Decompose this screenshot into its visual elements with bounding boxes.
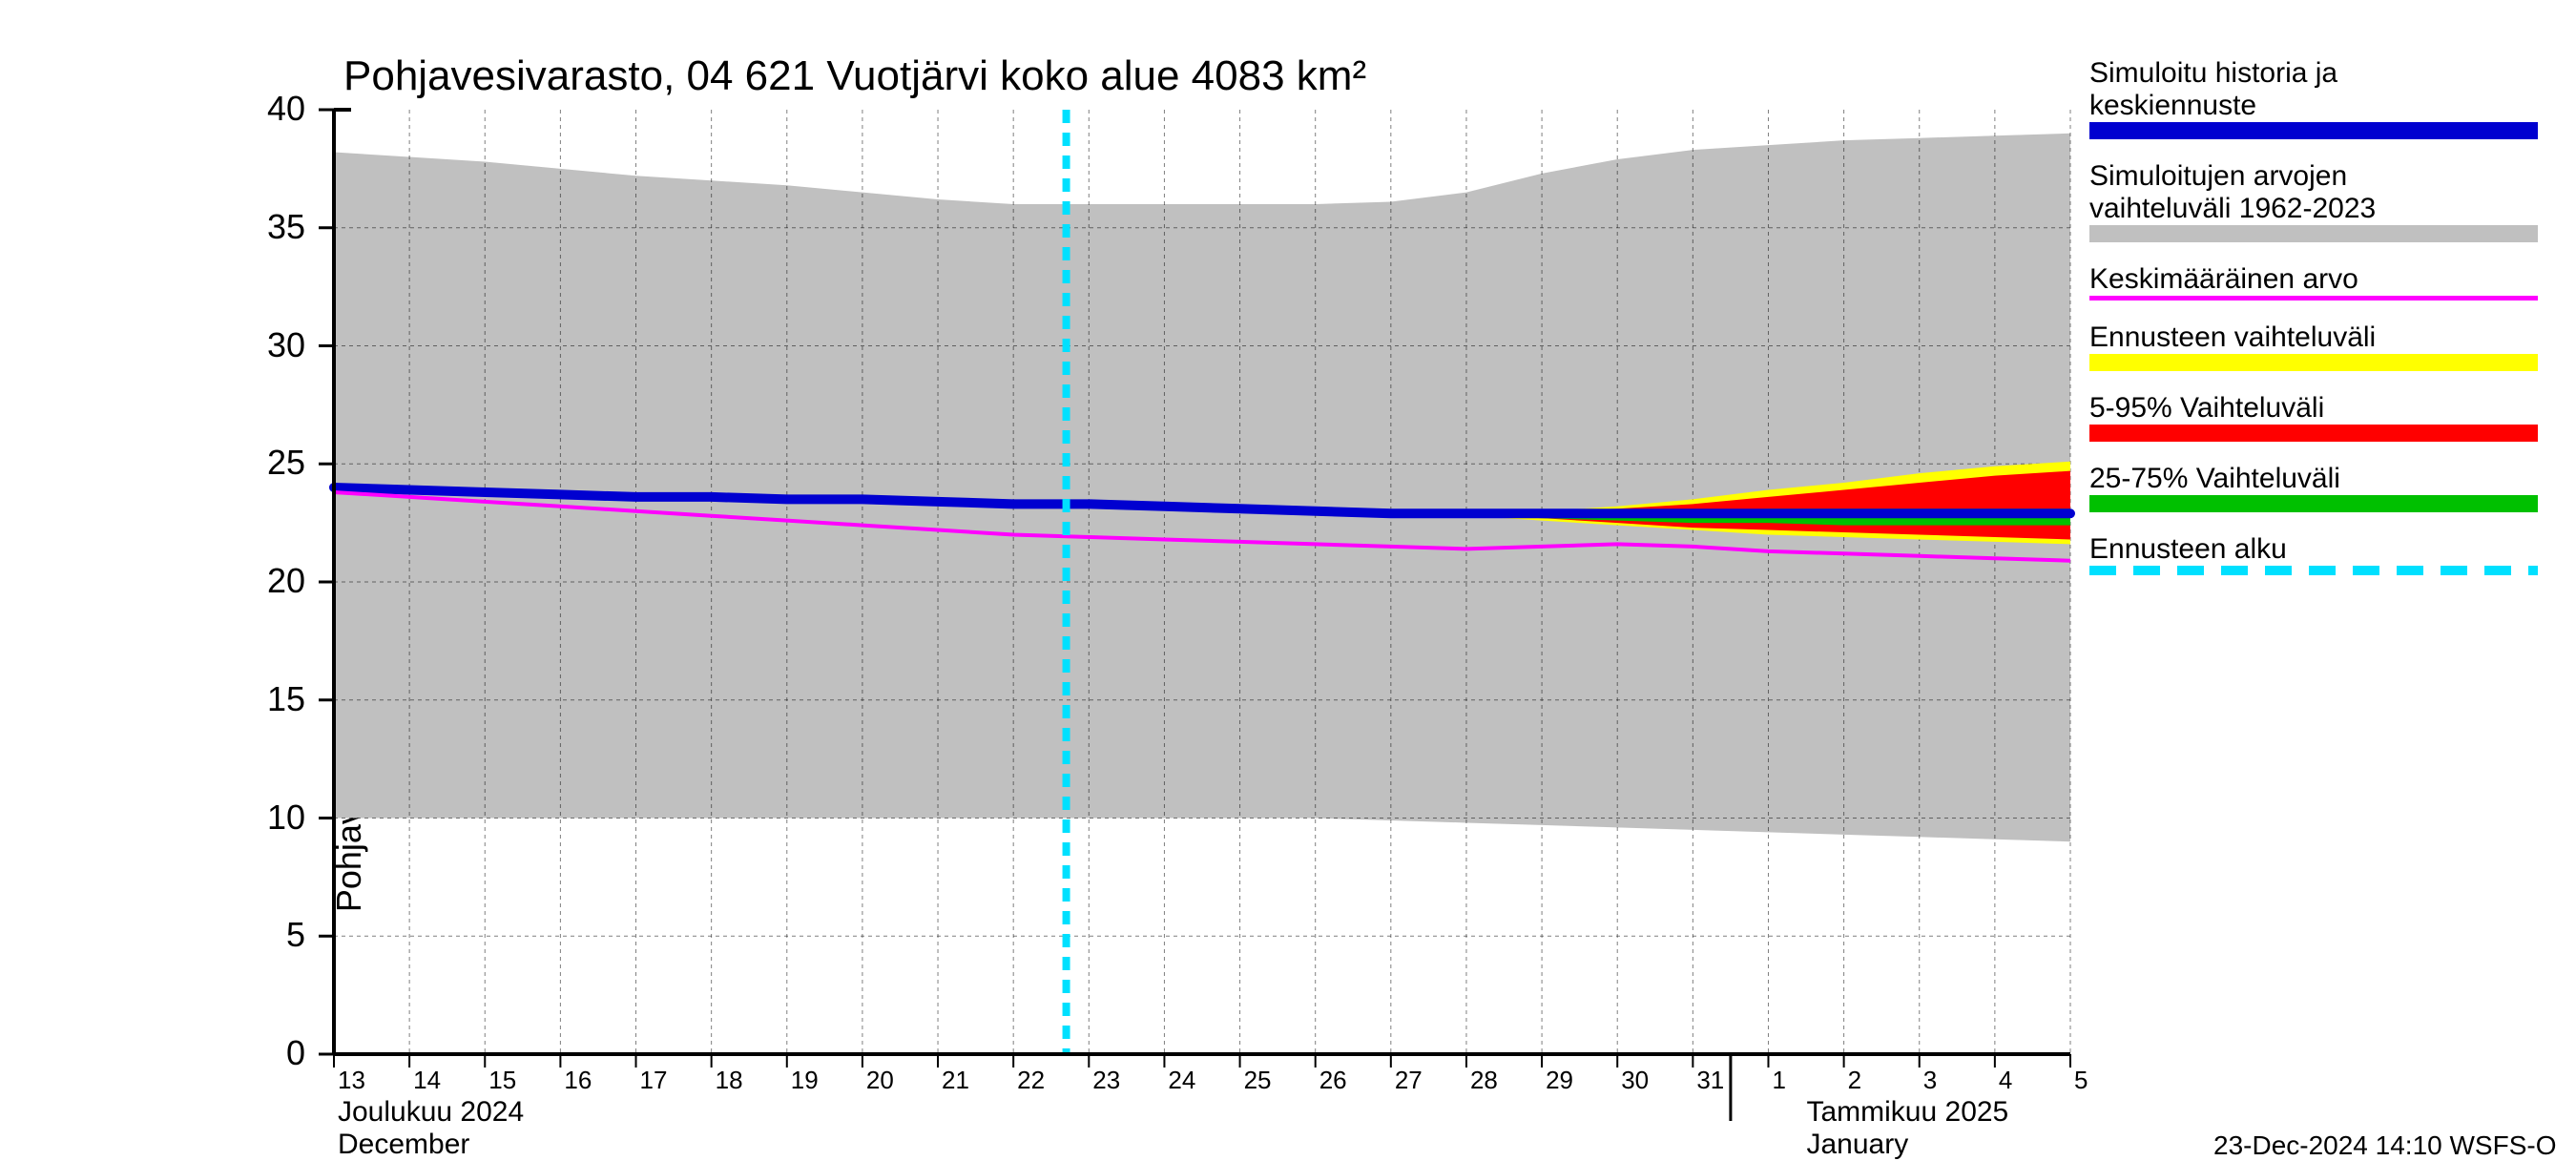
x-tick: 5	[2074, 1066, 2088, 1095]
y-tick: 40	[239, 89, 305, 129]
x-tick: 30	[1621, 1066, 1649, 1095]
legend-swatch	[2089, 566, 2538, 575]
legend-label: 25-75% Vaihteluväli	[2089, 463, 2340, 494]
legend-label: vaihteluväli 1962-2023	[2089, 193, 2376, 224]
legend-label: Simuloitu historia ja	[2089, 57, 2337, 89]
month-label: December	[338, 1129, 469, 1161]
y-tick: 30	[239, 325, 305, 365]
x-tick: 31	[1696, 1066, 1724, 1095]
x-tick: 20	[866, 1066, 894, 1095]
x-tick: 23	[1092, 1066, 1120, 1095]
legend-label: Ennusteen vaihteluväli	[2089, 321, 2376, 353]
month-label: Tammikuu 2025	[1806, 1096, 2008, 1129]
footer-text: 23-Dec-2024 14:10 WSFS-O	[2213, 1130, 2557, 1161]
x-tick: 25	[1244, 1066, 1272, 1095]
y-tick: 15	[239, 679, 305, 719]
x-tick: 17	[640, 1066, 668, 1095]
x-tick: 13	[338, 1066, 365, 1095]
x-tick: 28	[1470, 1066, 1498, 1095]
x-tick: 22	[1017, 1066, 1045, 1095]
legend-label: Keskimääräinen arvo	[2089, 263, 2358, 295]
legend-swatch	[2089, 225, 2538, 242]
x-tick: 29	[1546, 1066, 1573, 1095]
y-tick: 35	[239, 207, 305, 247]
month-label: Joulukuu 2024	[338, 1096, 524, 1129]
y-tick: 20	[239, 561, 305, 601]
x-tick: 18	[716, 1066, 743, 1095]
x-tick: 26	[1319, 1066, 1347, 1095]
x-tick: 19	[791, 1066, 819, 1095]
x-tick: 16	[564, 1066, 592, 1095]
y-tick: 5	[239, 915, 305, 955]
y-tick: 25	[239, 443, 305, 483]
legend-swatch	[2089, 354, 2538, 371]
legend-label: 5-95% Vaihteluväli	[2089, 392, 2324, 424]
x-tick: 4	[1999, 1066, 2012, 1095]
x-tick: 1	[1772, 1066, 1785, 1095]
legend-swatch	[2089, 495, 2538, 512]
legend-label: Ennusteen alku	[2089, 533, 2287, 565]
x-tick: 21	[942, 1066, 969, 1095]
legend-swatch	[2089, 296, 2538, 301]
x-tick: 15	[488, 1066, 516, 1095]
month-label: January	[1806, 1129, 1908, 1161]
legend-swatch	[2089, 122, 2538, 139]
legend-swatch	[2089, 425, 2538, 442]
x-tick: 3	[1923, 1066, 1937, 1095]
y-tick: 10	[239, 798, 305, 838]
x-tick: 27	[1395, 1066, 1423, 1095]
y-tick: 0	[239, 1033, 305, 1073]
legend-label: Simuloitujen arvojen	[2089, 160, 2347, 192]
x-tick: 24	[1168, 1066, 1195, 1095]
chart-container: Pohjavesivarasto / Groundwater storage m…	[0, 0, 2576, 1145]
legend-label: keskiennuste	[2089, 90, 2256, 121]
x-tick: 14	[413, 1066, 441, 1095]
x-tick: 2	[1848, 1066, 1861, 1095]
